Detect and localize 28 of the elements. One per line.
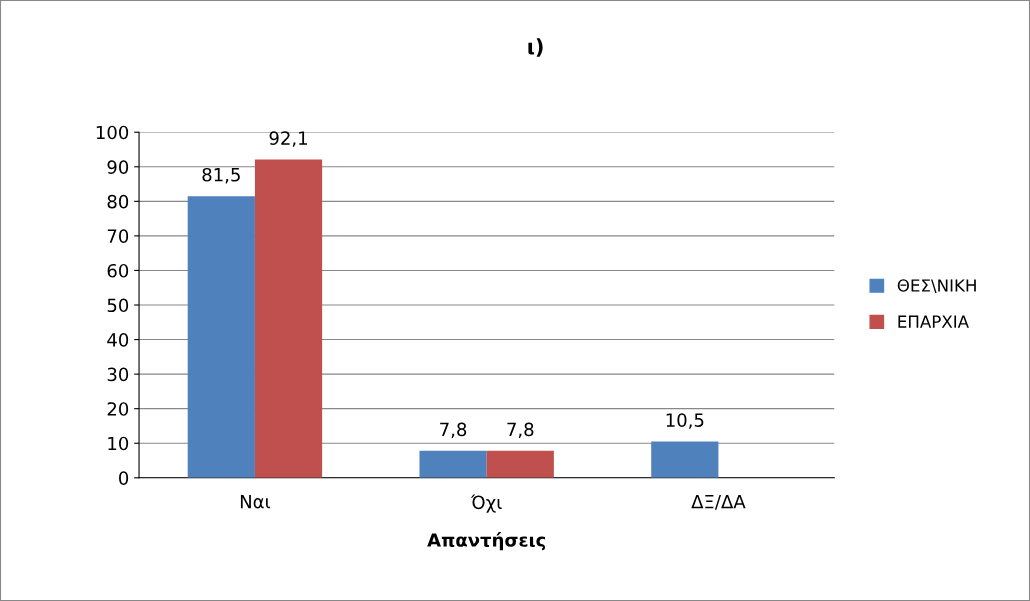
y-tick-label: 50 [107, 298, 129, 313]
data-label: 81,5 [202, 167, 240, 184]
x-tick-label: Όχι [470, 494, 502, 513]
bar [254, 159, 323, 478]
y-tick-label: 60 [107, 263, 129, 278]
data-label: 92,1 [269, 131, 307, 147]
bar [187, 196, 255, 478]
data-label: 7,8 [440, 422, 467, 439]
y-tick-label: 70 [107, 229, 129, 244]
y-tick-label: 30 [107, 367, 129, 382]
bar [486, 450, 554, 478]
y-tick-label: 40 [107, 333, 129, 347]
legend-label: ΘΕΣ\ΝΙΚΗ [897, 279, 976, 294]
x-axis-title: Απαντήσεις [427, 532, 546, 551]
y-tick-label: 0 [119, 471, 129, 485]
x-tick-label: Ναι [240, 495, 271, 509]
bar [651, 441, 719, 478]
y-tick-label: 100 [96, 125, 129, 140]
y-tick-label: 90 [107, 160, 129, 174]
legend-label: ΕΠΑΡΧΙΑ [898, 315, 969, 328]
x-tick-label: ΔΞ/ΔΑ [691, 495, 746, 510]
y-tick-label: 80 [107, 194, 129, 209]
bar [419, 450, 487, 478]
y-tick-label: 10 [108, 436, 129, 451]
data-label: 10,5 [666, 413, 704, 429]
y-tick-label: 20 [107, 402, 129, 416]
chart-title: ι) [528, 38, 543, 57]
data-label: 7,8 [507, 422, 534, 439]
